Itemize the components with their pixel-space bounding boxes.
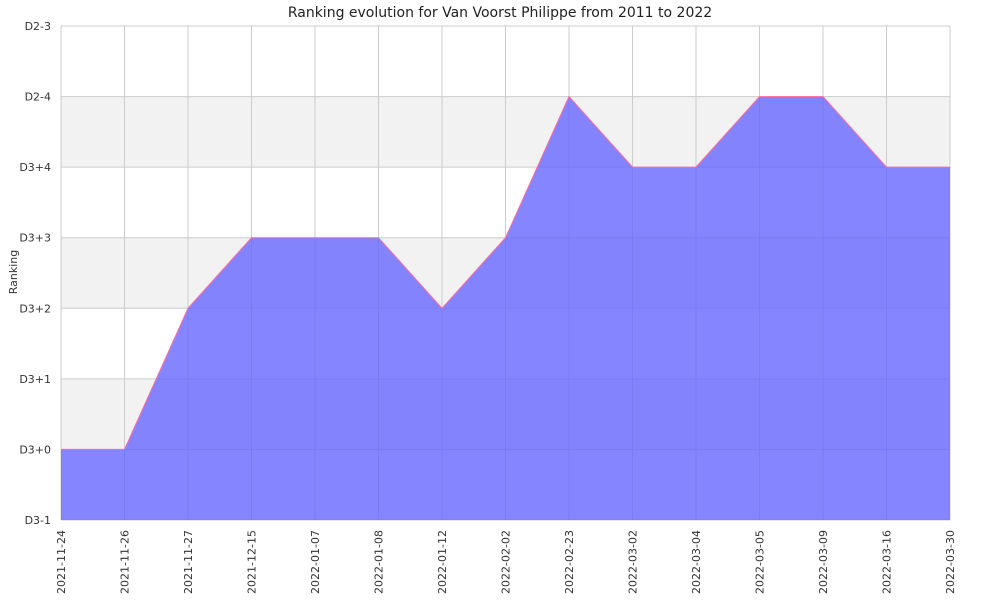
y-tick-label: D3+0 xyxy=(19,443,51,456)
x-tick-label: 2022-02-23 xyxy=(563,530,576,594)
y-tick-label: D3+3 xyxy=(19,232,51,245)
x-tick-label: 2022-01-07 xyxy=(309,530,322,594)
y-tick-label: D2-3 xyxy=(25,20,51,33)
x-axis-ticks: 2021-11-24 2021-11-26 2021-11-27 2021-12-15… xyxy=(55,530,957,594)
y-tick-label: D2-4 xyxy=(25,91,51,104)
y-tick-label: D3+2 xyxy=(19,302,51,315)
ranking-line xyxy=(61,95,950,450)
x-tick-label: 2021-11-26 xyxy=(119,530,132,594)
series-layer xyxy=(61,95,950,521)
x-tick-label: 2022-03-16 xyxy=(881,530,894,594)
y-tick-label: D3+4 xyxy=(19,161,51,174)
x-tick-label: 2022-03-02 xyxy=(627,530,640,594)
x-tick-label: 2021-11-27 xyxy=(182,530,195,594)
x-tick-label: 2021-12-15 xyxy=(246,530,259,594)
x-tick-label: 2022-03-09 xyxy=(817,530,830,594)
y-axis-title: Ranking xyxy=(7,250,20,295)
x-tick-label: 2022-03-05 xyxy=(754,530,767,594)
x-tick-label: 2021-11-24 xyxy=(55,530,68,594)
x-tick-label: 2022-01-08 xyxy=(373,530,386,594)
y-tick-label: D3-1 xyxy=(25,514,51,527)
x-tick-label: 2022-02-02 xyxy=(500,530,513,594)
x-tick-label: 2022-03-30 xyxy=(944,530,957,594)
ranking-area xyxy=(61,96,950,521)
x-tick-label: 2022-03-04 xyxy=(690,530,703,594)
y-axis-ticks: D3-1 D3+0 D3+1 D3+2 D3+3 D3+4 D2-4 D2-3 xyxy=(19,20,51,527)
chart-title: Ranking evolution for Van Voorst Philipp… xyxy=(288,5,712,21)
y-tick-label: D3+1 xyxy=(19,373,51,386)
x-tick-label: 2022-01-12 xyxy=(436,530,449,594)
